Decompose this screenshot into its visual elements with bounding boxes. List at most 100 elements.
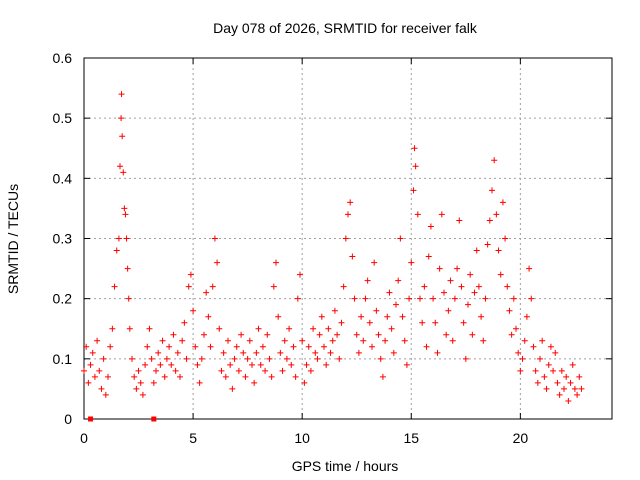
data-point — [222, 373, 229, 380]
data-point — [251, 379, 258, 386]
data-point — [139, 391, 146, 398]
data-point — [484, 241, 491, 248]
data-point — [499, 199, 506, 206]
data-point — [556, 391, 563, 398]
zero-marker — [151, 416, 157, 422]
data-point — [109, 325, 116, 332]
x-tick-label: 5 — [189, 430, 197, 446]
data-point — [115, 235, 122, 242]
data-point — [233, 343, 240, 350]
data-point — [526, 265, 533, 272]
data-point — [179, 337, 186, 344]
data-point — [508, 331, 515, 338]
data-point — [246, 337, 253, 344]
data-point — [94, 337, 101, 344]
data-point — [523, 313, 530, 320]
data-point — [447, 277, 454, 284]
data-point — [181, 319, 188, 326]
data-point — [456, 217, 463, 224]
data-point — [445, 307, 452, 314]
data-point — [290, 343, 297, 350]
data-point — [264, 331, 271, 338]
data-point — [449, 337, 456, 344]
data-point — [451, 295, 458, 302]
data-point — [211, 235, 218, 242]
data-point — [382, 337, 389, 344]
y-tick-labels: 0 0.1 0.2 0.3 0.4 0.5 0.6 — [53, 50, 73, 427]
data-points — [81, 91, 585, 422]
data-point — [288, 361, 295, 368]
data-point — [567, 379, 574, 386]
data-point — [561, 385, 567, 392]
data-point — [249, 361, 255, 368]
data-point — [174, 349, 181, 356]
data-point — [471, 289, 478, 296]
data-point — [113, 247, 120, 254]
data-point — [530, 343, 537, 350]
data-point — [491, 157, 498, 164]
data-point — [303, 361, 310, 368]
data-point — [395, 277, 402, 284]
data-point — [253, 349, 260, 356]
data-point — [297, 271, 303, 278]
data-point — [552, 349, 559, 356]
data-point — [118, 115, 125, 122]
data-point — [329, 337, 336, 344]
data-point — [205, 313, 212, 320]
data-point — [100, 355, 107, 362]
data-point — [275, 313, 282, 320]
data-point — [375, 331, 382, 338]
data-point — [515, 349, 522, 356]
data-point — [436, 265, 443, 272]
data-point — [172, 367, 179, 374]
data-point — [235, 367, 242, 374]
data-point — [558, 367, 565, 374]
data-point — [388, 325, 395, 332]
data-point — [506, 307, 513, 314]
data-point — [432, 319, 439, 326]
data-point — [257, 361, 264, 368]
data-point — [301, 379, 308, 386]
data-point — [323, 361, 330, 368]
data-point — [125, 295, 132, 302]
data-point — [133, 385, 140, 392]
data-point — [166, 343, 173, 350]
data-point — [148, 355, 155, 362]
x-tick-label: 0 — [80, 430, 88, 446]
data-point — [532, 367, 539, 374]
data-point — [406, 295, 413, 302]
data-point — [89, 349, 96, 356]
data-point — [443, 331, 450, 338]
data-point — [277, 349, 284, 356]
data-point — [190, 307, 197, 314]
data-point — [242, 373, 249, 380]
data-point — [119, 133, 126, 140]
data-point — [124, 265, 131, 272]
data-point — [493, 211, 500, 218]
data-point — [161, 373, 168, 380]
data-point — [218, 367, 225, 374]
data-point — [569, 361, 576, 368]
data-point — [292, 373, 299, 380]
data-point — [137, 379, 144, 386]
y-tick-label: 0.1 — [53, 351, 73, 367]
data-point — [107, 343, 114, 350]
data-point — [353, 331, 360, 338]
data-point — [467, 271, 474, 278]
data-point — [355, 349, 362, 356]
data-point — [349, 253, 356, 260]
data-point — [238, 331, 245, 338]
data-point — [369, 343, 375, 350]
data-point — [307, 367, 314, 374]
data-point — [321, 343, 327, 350]
data-point — [342, 235, 349, 242]
data-point — [170, 331, 177, 338]
data-point — [430, 295, 437, 302]
data-point — [131, 373, 138, 380]
data-point — [513, 325, 519, 332]
x-tick-label: 20 — [513, 430, 529, 446]
data-point — [338, 319, 345, 326]
data-point — [201, 331, 207, 338]
data-point — [412, 163, 419, 170]
data-point — [414, 211, 421, 218]
